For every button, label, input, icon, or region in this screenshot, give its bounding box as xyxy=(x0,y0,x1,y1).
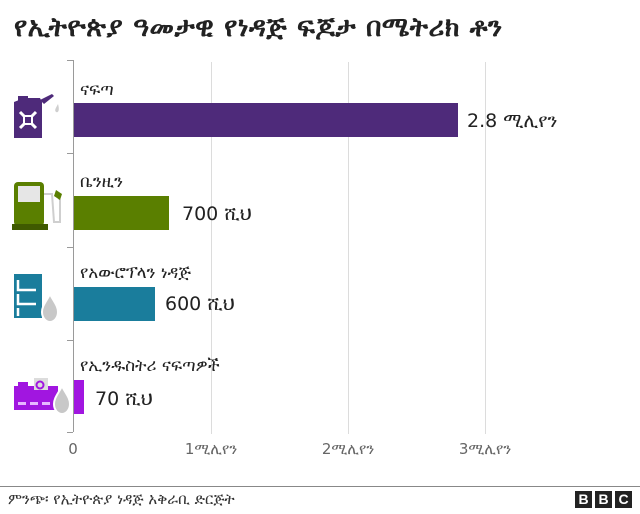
bar-jet-fuel xyxy=(74,287,155,321)
logo-letter: B xyxy=(595,491,612,508)
gridline-2m xyxy=(348,62,349,434)
jerrycan-icon xyxy=(14,94,59,138)
axis-tick xyxy=(67,432,73,433)
value-label: 700 ሺህ xyxy=(182,203,252,225)
footer-divider xyxy=(0,486,640,487)
oil-barrel-icon xyxy=(14,274,60,324)
value-label: 600 ሺህ xyxy=(165,293,235,315)
y-axis-line xyxy=(73,60,74,432)
x-tick-label: 1ሚሊየን xyxy=(184,440,238,458)
value-label: 2.8 ሚሊየን xyxy=(467,110,558,132)
bbc-logo: B B C xyxy=(575,491,632,508)
axis-tick xyxy=(67,340,73,341)
category-label: የኢንዱስትሪ ናፍጣዎች xyxy=(80,356,220,376)
bar-industrial-diesel xyxy=(74,380,84,414)
gridline-1m xyxy=(211,62,212,434)
chart-title: የኢትዮጵያ ዓመታዊ የነዳጅ ፍጆታ በሜትሪክ ቶን xyxy=(14,12,503,43)
x-tick-label: 0 xyxy=(68,440,78,458)
bar-gasoline xyxy=(74,196,169,230)
x-tick-label: 2ሚሊየን xyxy=(321,440,375,458)
axis-tick xyxy=(67,60,73,61)
bar-chart: ናፍጣ 2.8 ሚሊየን ቤንዚን 700 ሺህ የአውሮፕላን ነዳጅ 600… xyxy=(12,60,558,458)
gridline-3m xyxy=(485,62,486,434)
industrial-generator-icon xyxy=(14,378,70,416)
fuel-pump-icon xyxy=(12,182,62,230)
bar-diesel xyxy=(74,103,458,137)
source-note: ምንጭ፡ የኢትዮጵያ ነዳጅ አቅራቢ ድርጅት xyxy=(8,490,235,508)
value-label: 70 ሺህ xyxy=(95,388,153,410)
category-label: ናፍጣ xyxy=(80,80,114,100)
category-label: ቤንዚን xyxy=(80,172,123,192)
axis-tick xyxy=(67,153,73,154)
logo-letter: B xyxy=(575,491,592,508)
axis-tick xyxy=(67,247,73,248)
x-tick-label: 3ሚሊየን xyxy=(458,440,512,458)
logo-letter: C xyxy=(615,491,632,508)
category-label: የአውሮፕላን ነዳጅ xyxy=(80,263,191,283)
